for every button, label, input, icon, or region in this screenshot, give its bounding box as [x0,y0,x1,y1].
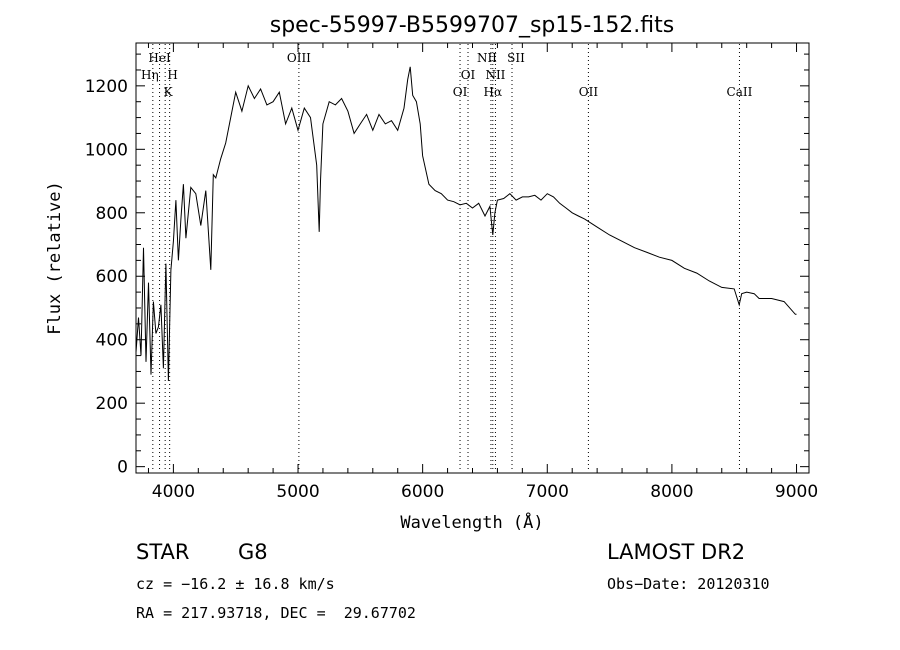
y-axis-label: Flux (relative) [45,181,65,335]
y-tick-label: 0 [117,458,128,478]
x-tick-label: 9000 [775,482,818,502]
redshift-cz: cz = −16.2 ± 16.8 km/s [136,575,335,593]
observation-date: Obs−Date: 20120310 [607,575,770,593]
y-tick-label: 200 [96,394,128,414]
spectral-line-label: CaII [727,85,753,99]
spectrum-line [135,66,797,382]
y-tick-label: 1000 [85,140,128,160]
x-axis-ticks: 4000 5000 6000 7000 8000 9000 [147,43,818,502]
spectral-line-label: OI [453,85,468,99]
spectral-line-label: H [167,68,177,82]
spectral-line-label: NII [485,68,505,82]
x-tick-label: 6000 [401,482,444,502]
survey-name: LAMOST DR2 [607,540,746,564]
spectral-line-label: OIII [287,51,311,65]
y-tick-label: 400 [96,331,128,351]
spectral-line-label: OII [579,85,599,99]
ra-dec-coordinates: RA = 217.93718, DEC = 29.67702 [136,604,416,622]
spectral-line-label: NII [477,51,497,65]
x-tick-label: 8000 [650,482,693,502]
y-tick-label: 800 [96,204,128,224]
spectral-line-label: SII [507,51,525,65]
object-class: STAR [136,540,190,564]
x-tick-label: 4000 [152,482,195,502]
spectral-line-label: Hη [141,68,159,82]
spectral-line-label: HeI [148,51,171,65]
object-subclass: G8 [238,540,268,564]
spectral-line-label: OI [461,68,476,82]
y-tick-label: 600 [96,267,128,287]
x-tick-label: 5000 [276,482,319,502]
y-axis-ticks: 0 200 400 600 800 1000 1200 [85,53,809,478]
x-tick-label: 7000 [526,482,569,502]
x-axis-label: Wavelength (Å) [400,511,543,533]
plot-frame [135,42,810,474]
spectral-line-label: K [164,85,174,99]
chart-title: spec-55997-B5599707_sp15-152.fits [270,13,675,38]
y-tick-label: 1200 [85,77,128,97]
spectral-line-label: Hα [484,85,503,99]
